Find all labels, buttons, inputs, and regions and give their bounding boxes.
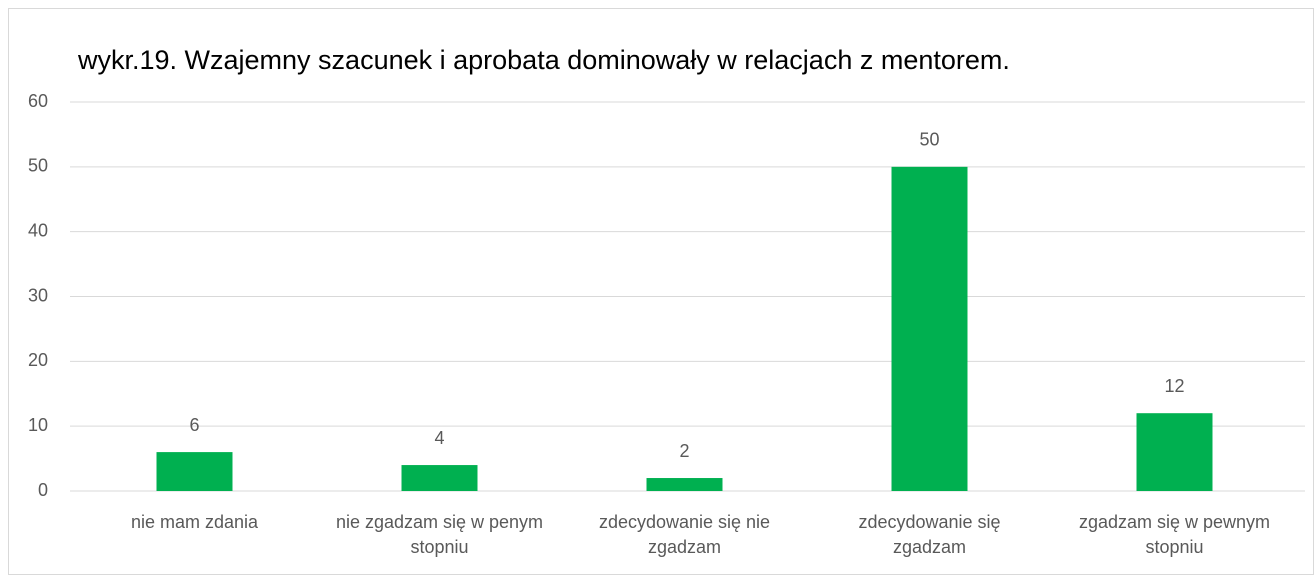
y-tick-label: 40	[28, 220, 48, 240]
y-tick-label: 30	[28, 285, 48, 305]
bar	[401, 465, 478, 491]
data-label: 6	[189, 415, 199, 435]
x-tick-label: zdecydowanie się nie zgadzam	[599, 512, 770, 557]
bar	[156, 452, 233, 491]
bar	[1136, 413, 1213, 491]
x-tick-label: zdecydowanie się zgadzam	[858, 512, 1000, 557]
chart-title: wykr.19. Wzajemny szacunek i aprobata do…	[77, 45, 1010, 75]
y-tick-label: 0	[38, 480, 48, 500]
y-tick-label: 10	[28, 415, 48, 435]
bar	[646, 478, 723, 491]
bar	[891, 166, 968, 492]
x-tick-label: zgadzam się w pewnym stopniu	[1079, 512, 1270, 557]
y-tick-label: 50	[28, 156, 48, 176]
data-label: 12	[1164, 376, 1184, 396]
y-tick-label: 20	[28, 350, 48, 370]
data-label: 50	[919, 130, 939, 150]
x-tick-label: nie mam zdania	[131, 512, 259, 532]
data-label: 2	[679, 441, 689, 461]
x-tick-label: nie zgadzam się w penym stopniu	[336, 512, 543, 557]
data-label: 4	[434, 428, 444, 448]
y-tick-label: 60	[28, 91, 48, 111]
